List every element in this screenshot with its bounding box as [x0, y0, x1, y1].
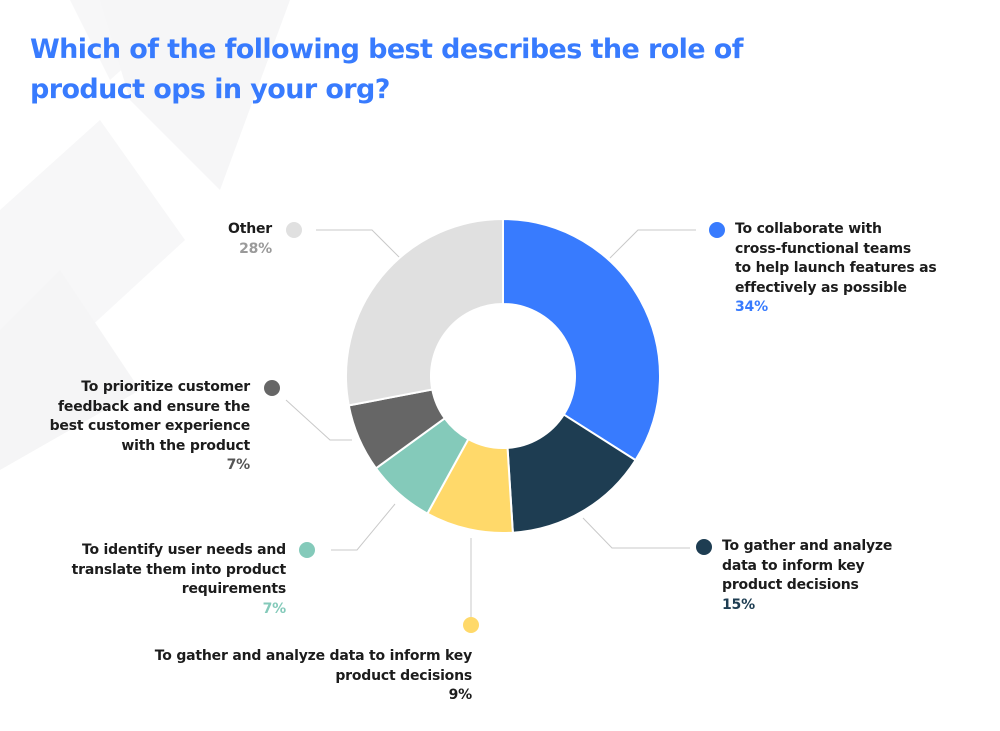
- leader-lines: [285, 229, 696, 622]
- label-line: best customer experience: [49, 418, 251, 434]
- label-line: To collaborate with: [735, 221, 882, 237]
- label-identify: To identify user needs and translate the…: [16, 541, 287, 619]
- legend-dot-gather-dark: [696, 539, 712, 555]
- label-gather-yellow: To gather and analyze data to inform key…: [72, 647, 472, 706]
- percent-value: 9%: [448, 687, 473, 703]
- label-line: To prioritize customer: [81, 379, 250, 395]
- label-line: to help launch features as: [735, 260, 937, 276]
- label-line: Other: [228, 221, 272, 237]
- label-line: cross-functional teams: [735, 240, 911, 257]
- label-line: effectively as possible: [735, 279, 907, 296]
- label-prioritize: To prioritize customer feedback and ensu…: [10, 378, 251, 476]
- legend-dot-collaborate: [709, 222, 725, 238]
- percent-value: 34%: [735, 299, 768, 315]
- legend-dot-gather-yellow: [463, 617, 479, 633]
- page-title: Which of the following best describes th…: [30, 30, 790, 110]
- label-line: data to inform key: [722, 557, 865, 574]
- label-line: translate them into product: [71, 561, 287, 578]
- title-line-1: Which of the following best describes th…: [30, 34, 744, 65]
- label-other: Other 28%: [172, 220, 272, 259]
- percent-value: 15%: [722, 596, 755, 613]
- legend-dot-other: [286, 222, 302, 238]
- donut-hole: [431, 304, 575, 448]
- label-collaborate: To collaborate with cross-functional tea…: [735, 220, 937, 318]
- label-line: product decisions: [335, 667, 472, 684]
- label-line: To gather and analyze data to inform key: [154, 648, 472, 664]
- label-line: requirements: [181, 581, 286, 597]
- percent-value: 7%: [226, 457, 251, 473]
- donut-segments: [345, 217, 661, 534]
- label-line: with the product: [121, 437, 250, 454]
- title-line-2: product ops in your org?: [30, 74, 390, 105]
- label-line: To gather and analyze: [722, 538, 893, 554]
- percent-value: 28%: [239, 240, 272, 257]
- label-line: feedback and ensure the: [58, 398, 250, 415]
- legend-dot-prioritize: [264, 380, 280, 396]
- percent-value: 7%: [262, 600, 287, 617]
- label-gather-dark: To gather and analyze data to inform key…: [722, 537, 892, 615]
- legend-dot-identify: [299, 542, 315, 558]
- label-line: To identify user needs and: [81, 542, 286, 558]
- label-line: product decisions: [722, 577, 859, 593]
